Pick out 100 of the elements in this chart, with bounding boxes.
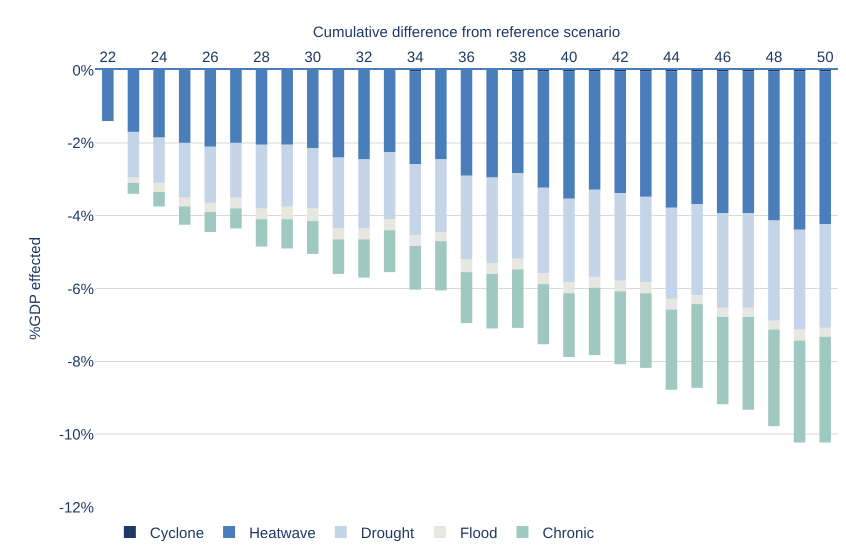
bar — [384, 219, 396, 230]
bar — [256, 208, 268, 220]
bar — [307, 148, 319, 208]
bar — [178, 206, 190, 225]
x-tick-label: 34 — [406, 49, 424, 66]
y-tick-label: -8% — [67, 354, 94, 371]
bar — [435, 232, 447, 242]
y-tick-label: -2% — [67, 135, 94, 152]
bar — [563, 293, 575, 357]
bar — [409, 234, 422, 246]
bar — [512, 258, 524, 270]
bar — [640, 196, 652, 282]
x-tick-label: 26 — [202, 49, 219, 66]
legend-label: Drought — [360, 524, 415, 542]
bar — [666, 310, 678, 390]
y-axis-title: %GDP effected — [27, 237, 44, 340]
bar — [358, 228, 370, 240]
bar — [307, 208, 319, 222]
bar — [794, 230, 806, 330]
bar — [819, 224, 831, 328]
bar — [819, 336, 831, 443]
bar — [256, 219, 268, 247]
x-tick-label: 36 — [458, 49, 475, 66]
bar — [460, 259, 472, 272]
x-tick-label: 30 — [304, 49, 322, 66]
bar — [716, 308, 728, 317]
bar — [768, 220, 780, 321]
x-tick-label: 22 — [99, 49, 116, 66]
bar — [742, 308, 754, 317]
x-tick-label: 42 — [612, 49, 629, 66]
bar — [768, 330, 780, 426]
bar — [409, 246, 422, 290]
bar — [435, 241, 447, 290]
bar — [588, 288, 600, 356]
bar — [332, 239, 344, 274]
bar — [178, 142, 190, 198]
bar — [588, 276, 600, 288]
bar — [204, 212, 216, 232]
bar — [691, 204, 703, 296]
x-tick-label: 24 — [150, 49, 168, 66]
legend-label: Cyclone — [150, 524, 204, 542]
bar — [512, 173, 524, 259]
bar — [384, 152, 396, 220]
bar — [204, 202, 216, 212]
bar — [794, 340, 806, 443]
bar — [358, 159, 370, 228]
bar — [281, 144, 293, 207]
bar — [742, 213, 754, 308]
bar — [230, 208, 242, 228]
bar — [563, 198, 575, 282]
bar — [460, 176, 472, 260]
bar — [128, 182, 140, 194]
bar — [128, 177, 140, 183]
x-tick-label: 50 — [816, 49, 834, 66]
bar — [614, 291, 626, 364]
bar — [153, 192, 165, 207]
x-tick-label: 46 — [714, 49, 732, 66]
bar — [384, 230, 396, 272]
bar — [640, 282, 652, 294]
bar — [512, 270, 524, 328]
bar — [128, 132, 140, 178]
bar — [819, 328, 831, 337]
bar — [256, 144, 268, 208]
bar — [486, 263, 498, 274]
bar — [716, 213, 728, 308]
bar — [538, 188, 550, 274]
bar — [794, 330, 806, 341]
y-tick-label: -12% — [58, 499, 94, 516]
bar — [460, 272, 472, 324]
x-tick-label: 44 — [663, 49, 680, 66]
bar — [691, 295, 703, 304]
bar — [768, 320, 780, 330]
bar — [614, 193, 626, 280]
bar — [230, 197, 242, 208]
bar — [563, 282, 575, 294]
legend-label: Chronic — [542, 524, 595, 542]
legend-label: Flood — [460, 524, 498, 542]
bar — [538, 273, 550, 284]
bar — [281, 206, 293, 220]
bar — [178, 197, 190, 207]
bar — [307, 221, 319, 254]
bar — [666, 298, 678, 310]
bar — [614, 280, 626, 292]
x-tick-label: 28 — [253, 49, 270, 66]
bar — [486, 274, 498, 329]
x-tick-label: 38 — [509, 49, 526, 66]
x-tick-label: 48 — [766, 49, 782, 66]
bar — [230, 142, 242, 198]
bar — [691, 304, 703, 388]
bar — [666, 208, 678, 299]
bar — [153, 182, 165, 192]
bar — [153, 137, 165, 183]
bar — [358, 239, 370, 278]
bar — [538, 284, 550, 344]
bar — [588, 189, 600, 277]
bar — [486, 177, 498, 264]
y-tick-label: -6% — [67, 280, 94, 298]
y-tick-label: -4% — [67, 208, 94, 225]
x-axis-title: Cumulative difference from reference scenario — [312, 24, 620, 41]
x-tick-label: 40 — [560, 49, 578, 66]
